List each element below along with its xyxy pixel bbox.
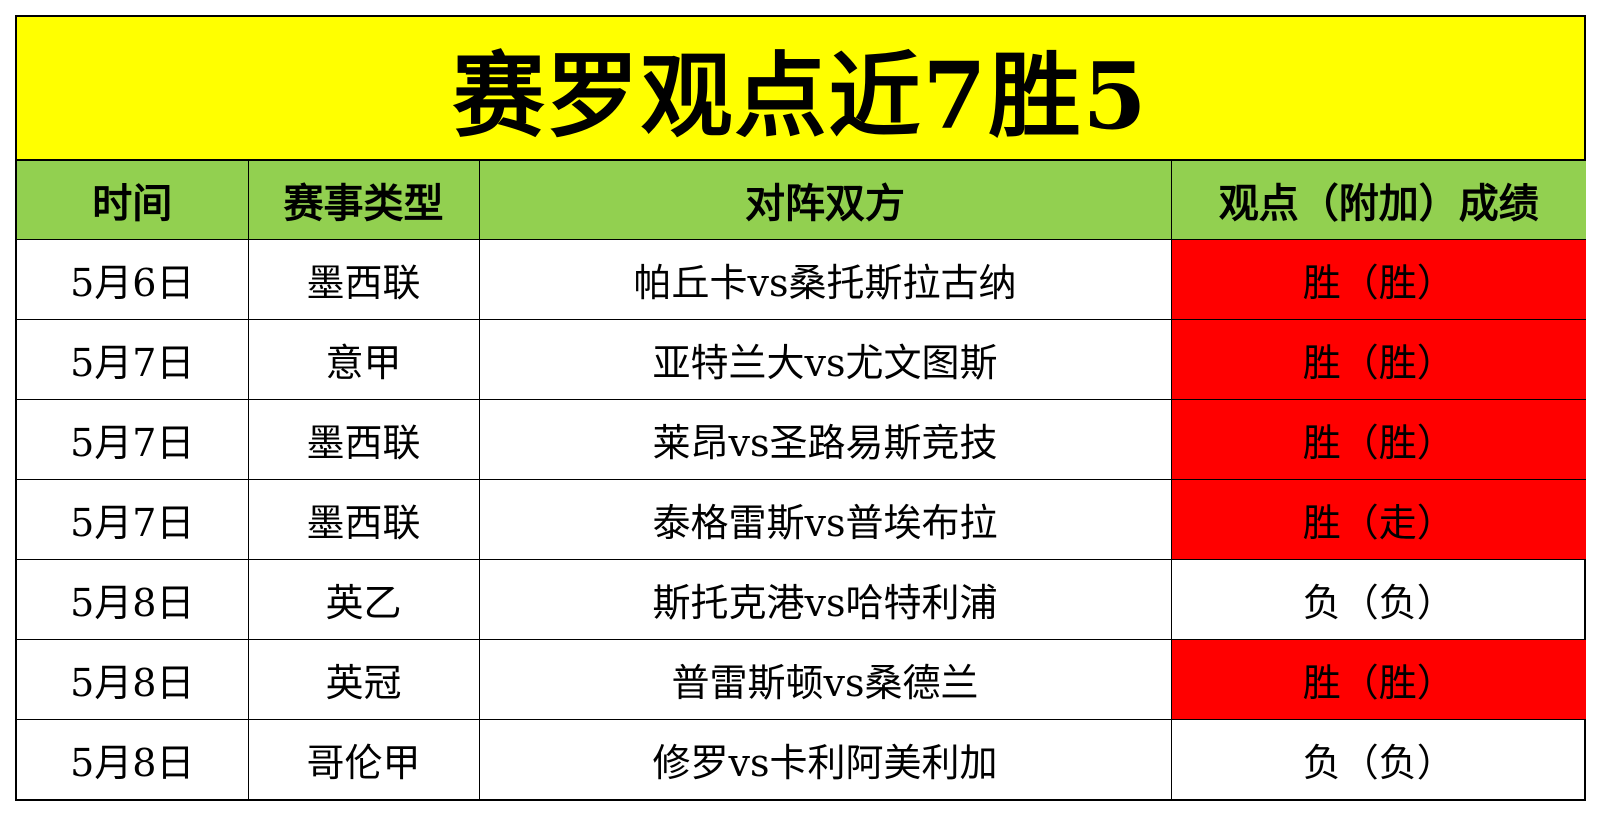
cell-league: 哥伦甲	[247, 719, 480, 799]
cell-date: 5月6日	[17, 239, 249, 320]
cell-league: 墨西联	[247, 479, 480, 560]
cell-result: 胜（胜）	[1170, 639, 1586, 720]
results-table: 时间 赛事类型 对阵双方 观点（附加）成绩 5月6日 墨西联 帕丘卡vs桑托斯拉…	[17, 161, 1586, 799]
cell-result: 负（负）	[1170, 559, 1586, 640]
table-row: 5月8日 英乙 斯托克港vs哈特利浦 负（负）	[17, 559, 1586, 640]
cell-result: 胜（走）	[1170, 479, 1586, 560]
cell-date: 5月8日	[17, 559, 249, 640]
cell-result: 胜（胜）	[1170, 399, 1586, 480]
table-row: 5月7日 墨西联 莱昂vs圣路易斯竞技 胜（胜）	[17, 399, 1586, 480]
cell-league: 墨西联	[247, 239, 480, 320]
header-league: 赛事类型	[247, 161, 480, 240]
cell-date: 5月7日	[17, 479, 249, 560]
cell-match: 莱昂vs圣路易斯竞技	[478, 399, 1172, 480]
cell-result: 胜（胜）	[1170, 239, 1586, 320]
cell-league: 意甲	[247, 319, 480, 400]
cell-match: 修罗vs卡利阿美利加	[478, 719, 1172, 799]
cell-match: 帕丘卡vs桑托斯拉古纳	[478, 239, 1172, 320]
cell-date: 5月8日	[17, 719, 249, 799]
results-sheet: 赛罗观点近7胜5 时间 赛事类型 对阵双方 观点（附加）成绩 5月6日 墨西联 …	[15, 15, 1586, 801]
table-row: 5月7日 意甲 亚特兰大vs尤文图斯 胜（胜）	[17, 319, 1586, 400]
header-date: 时间	[17, 161, 249, 240]
cell-match: 亚特兰大vs尤文图斯	[478, 319, 1172, 400]
cell-league: 英乙	[247, 559, 480, 640]
table-row: 5月6日 墨西联 帕丘卡vs桑托斯拉古纳 胜（胜）	[17, 239, 1586, 320]
table-body: 5月6日 墨西联 帕丘卡vs桑托斯拉古纳 胜（胜） 5月7日 意甲 亚特兰大vs…	[17, 239, 1586, 799]
cell-league: 英冠	[247, 639, 480, 720]
cell-league: 墨西联	[247, 399, 480, 480]
cell-result: 胜（胜）	[1170, 319, 1586, 400]
cell-match: 泰格雷斯vs普埃布拉	[478, 479, 1172, 560]
table-row: 5月7日 墨西联 泰格雷斯vs普埃布拉 胜（走）	[17, 479, 1586, 560]
cell-date: 5月7日	[17, 319, 249, 400]
header-result: 观点（附加）成绩	[1170, 161, 1586, 240]
cell-match: 普雷斯顿vs桑德兰	[478, 639, 1172, 720]
cell-result: 负（负）	[1170, 719, 1586, 799]
cell-date: 5月8日	[17, 639, 249, 720]
cell-date: 5月7日	[17, 399, 249, 480]
cell-match: 斯托克港vs哈特利浦	[478, 559, 1172, 640]
header-row: 时间 赛事类型 对阵双方 观点（附加）成绩	[17, 161, 1586, 240]
sheet-title: 赛罗观点近7胜5	[17, 17, 1584, 161]
table-row: 5月8日 哥伦甲 修罗vs卡利阿美利加 负（负）	[17, 719, 1586, 799]
header-match: 对阵双方	[478, 161, 1172, 240]
table-row: 5月8日 英冠 普雷斯顿vs桑德兰 胜（胜）	[17, 639, 1586, 720]
